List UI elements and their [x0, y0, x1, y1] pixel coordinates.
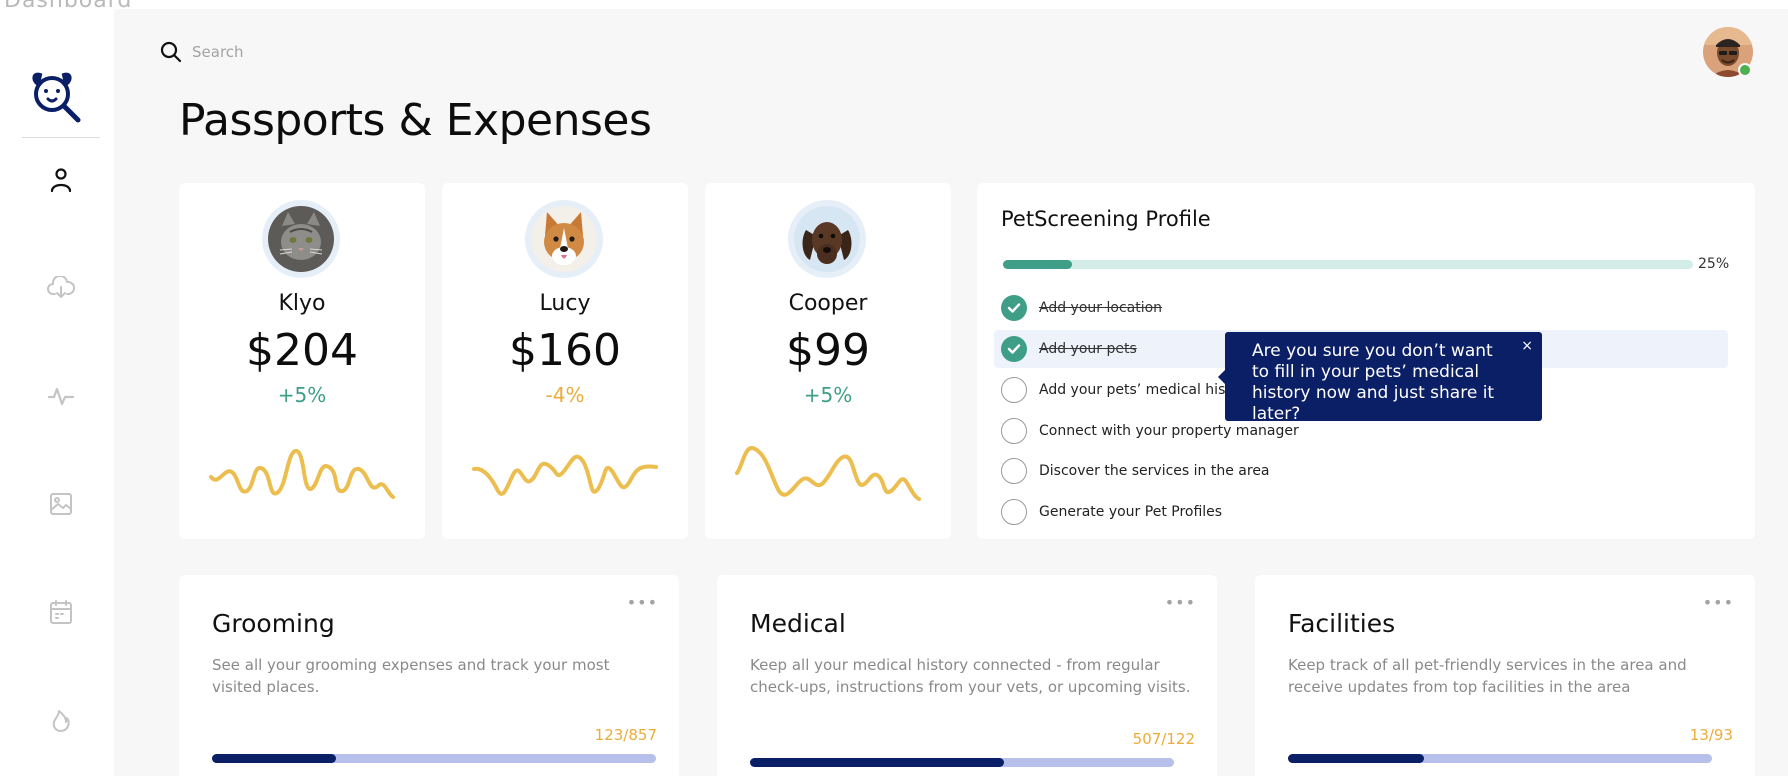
category-title: Grooming	[212, 609, 335, 638]
pet-name: Klyo	[278, 291, 326, 316]
sidebar-divider	[22, 137, 100, 138]
checkmark-icon[interactable]	[1001, 336, 1027, 362]
category-count: 507/122	[1132, 730, 1195, 748]
window-top-strip: Dashboard	[0, 0, 1788, 13]
hound-photo-icon	[794, 206, 860, 272]
close-icon[interactable]: ×	[1521, 338, 1533, 354]
logo[interactable]	[28, 69, 86, 127]
checkmark-icon[interactable]	[1001, 295, 1027, 321]
activity-icon	[47, 387, 75, 406]
search-input[interactable]	[192, 43, 472, 61]
category-card-medical[interactable]: ••• Medical Keep all your medical histor…	[717, 575, 1217, 776]
task-label: Add your pets	[1039, 341, 1137, 357]
pet-expense-amount: $99	[786, 325, 870, 376]
task-discover-services[interactable]: Discover the services in the area	[994, 452, 1728, 490]
user-icon	[50, 168, 72, 193]
task-add-location[interactable]: Add your location	[994, 289, 1728, 327]
category-progress-fill	[212, 754, 337, 763]
category-description: Keep all your medical history connected …	[750, 656, 1191, 696]
tooltip-text: Are you sure you don’t want to fill in y…	[1252, 341, 1495, 424]
pet-expense-change: +5%	[803, 383, 853, 407]
online-status-dot	[1738, 63, 1752, 77]
sidebar-item-calendar[interactable]	[44, 595, 78, 629]
more-options-icon[interactable]: •••	[1164, 593, 1196, 612]
task-add-medical-history[interactable]: Add your pets’ medical history	[994, 371, 1728, 409]
calendar-icon	[50, 600, 72, 624]
task-connect-property-manager[interactable]: Connect with your property manager	[994, 412, 1728, 450]
task-label: Add your pets’ medical history	[1039, 382, 1254, 398]
cloud-download-icon	[47, 276, 75, 298]
category-title: Facilities	[1288, 609, 1396, 638]
more-options-icon[interactable]: •••	[1702, 593, 1734, 612]
pet-name: Cooper	[788, 291, 868, 316]
profile-progress-fill	[1003, 260, 1072, 269]
empty-circle-icon[interactable]	[1001, 458, 1027, 484]
category-progress-fill	[1288, 754, 1424, 763]
page-title: Passports & Expenses	[179, 95, 652, 146]
pet-card-lucy[interactable]: Lucy $160 -4%	[442, 183, 688, 539]
petscreening-profile-card: PetScreening Profile 25% Add your locati…	[977, 183, 1755, 539]
profile-progress-bar	[1003, 260, 1693, 269]
category-description: See all your grooming expenses and track…	[212, 656, 610, 696]
sparkline-chart	[472, 454, 658, 496]
sidebar-item-profile[interactable]	[44, 163, 78, 197]
category-progress-bar	[212, 754, 656, 763]
dog-search-logo-icon	[32, 72, 81, 123]
task-label: Connect with your property manager	[1039, 423, 1299, 439]
pet-card-klyo[interactable]: Klyo $204 +5%	[179, 183, 425, 539]
category-card-facilities[interactable]: ••• Facilities Keep track of all pet-fri…	[1255, 575, 1755, 776]
user-avatar-icon	[1703, 27, 1753, 77]
task-label: Generate your Pet Profiles	[1039, 504, 1223, 520]
image-icon	[50, 493, 72, 515]
pet-avatar	[788, 200, 866, 278]
pet-avatar	[525, 200, 603, 278]
sidebar-item-downloads[interactable]	[44, 271, 78, 305]
profile-progress-percent: 25%	[1698, 256, 1730, 272]
empty-circle-icon[interactable]	[1001, 499, 1027, 525]
category-title: Medical	[750, 609, 846, 638]
flame-icon	[52, 710, 70, 732]
pet-expense-change: +5%	[277, 383, 327, 407]
category-description: Keep track of all pet-friendly services …	[1288, 656, 1687, 696]
task-generate-pet-profiles[interactable]: Generate your Pet Profiles	[994, 493, 1728, 531]
more-options-icon[interactable]: •••	[626, 593, 658, 612]
search-bar[interactable]	[160, 41, 472, 63]
avatar[interactable]	[1703, 27, 1753, 77]
corgi-photo-icon	[531, 206, 597, 272]
pet-expense-change: -4%	[545, 383, 585, 407]
cat-photo-icon	[268, 206, 334, 272]
sparkline-chart	[209, 449, 395, 499]
sidebar-item-trending[interactable]	[44, 703, 78, 737]
profile-card-title: PetScreening Profile	[1001, 207, 1211, 231]
main-content: Passports & Expenses Klyo $204 +5%	[114, 9, 1788, 776]
pet-card-cooper[interactable]: Cooper $99 +5%	[705, 183, 951, 539]
category-count: 123/857	[594, 726, 657, 744]
pet-expense-amount: $160	[509, 325, 621, 376]
sidebar	[0, 9, 114, 776]
category-progress-fill	[750, 758, 1005, 767]
pet-name: Lucy	[539, 291, 591, 316]
category-count: 13/93	[1689, 726, 1733, 744]
empty-circle-icon[interactable]	[1001, 377, 1027, 403]
pet-expense-amount: $204	[246, 325, 358, 376]
sparkline-chart	[735, 445, 921, 501]
task-label: Add your location	[1039, 300, 1163, 316]
category-progress-bar	[750, 758, 1174, 767]
search-icon	[160, 41, 182, 63]
category-progress-bar	[1288, 754, 1712, 763]
pet-avatar	[262, 200, 340, 278]
medical-history-tooltip: Are you sure you don’t want to fill in y…	[1218, 332, 1542, 424]
sidebar-item-activity[interactable]	[44, 379, 78, 413]
empty-circle-icon[interactable]	[1001, 418, 1027, 444]
task-label: Discover the services in the area	[1039, 463, 1270, 479]
category-card-grooming[interactable]: ••• Grooming See all your grooming expen…	[179, 575, 679, 776]
sidebar-item-gallery[interactable]	[44, 487, 78, 521]
